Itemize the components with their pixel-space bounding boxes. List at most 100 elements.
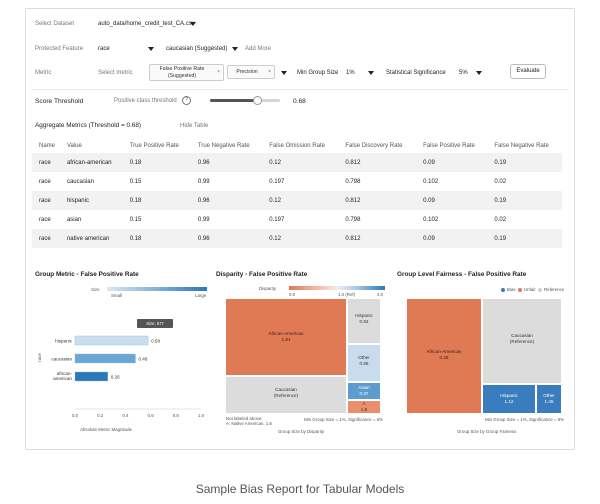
slider-handle[interactable] <box>253 96 263 105</box>
table-cell: 0.96 <box>190 191 263 210</box>
x-tick-label: 0.4 <box>122 413 129 418</box>
metric-label: Metric <box>35 70 52 76</box>
min-group-size-select[interactable]: 1% <box>346 70 355 76</box>
size-legend-min: Small <box>111 293 122 298</box>
table-cell: 0.18 <box>122 153 191 172</box>
significance-select[interactable]: 5% <box>459 70 468 76</box>
cell-label: Other <box>543 393 555 398</box>
fairness-cell-african-american[interactable]: African-American 0.26 <box>407 299 481 413</box>
metric-chip-false-positive-rate[interactable]: False Positive Rate (Suggested) × <box>149 64 224 81</box>
fairness-cell-caucasian[interactable]: Caucasian (Reference) <box>483 299 561 383</box>
chevron-down-icon[interactable] <box>148 47 154 51</box>
x-tick-label: 0.0 <box>72 413 79 418</box>
statistical-significance-label: Statistical Significance <box>386 70 446 76</box>
table-row: race african-american 0.18 0.96 0.12 0.812 0.0… <box>32 153 562 172</box>
close-icon[interactable]: × <box>217 69 220 75</box>
treemap-cell-asian[interactable]: Asian 0.37 <box>348 383 380 399</box>
hide-table-link[interactable]: Hide Table <box>180 123 209 129</box>
cell-value: (Reference) <box>273 393 299 398</box>
x-axis-label: Group Size by Group Fairness <box>457 429 517 434</box>
size-legend-label: Size <box>91 287 100 292</box>
cell-label: Hispanic <box>500 393 518 398</box>
cell-value: 0.85 <box>359 361 369 366</box>
size-legend-gradient <box>107 287 207 291</box>
category-label-part: african- <box>57 371 73 376</box>
cell-value: (Reference) <box>509 339 535 344</box>
chevron-down-icon[interactable] <box>190 22 196 26</box>
table-cell: african-american <box>59 153 123 172</box>
table-cell: 0.102 <box>423 178 439 185</box>
legend-tick: 4.0 <box>377 292 384 297</box>
table-cell: asian <box>66 216 82 223</box>
treemap-cell-hispanic[interactable]: Hispanic 0.92 <box>348 299 380 343</box>
metric-chip-label: False Positive Rate (Suggested) <box>159 66 205 79</box>
table-cell: 0.19 <box>487 229 562 248</box>
treemap-cell-native-american[interactable]: A 1.8 <box>348 401 380 413</box>
reference-group-select[interactable]: caucasian (Suggested) <box>166 46 228 52</box>
add-more-link[interactable]: Add More <box>245 46 272 52</box>
cell-label: Other <box>358 355 370 360</box>
chevron-down-icon[interactable] <box>476 71 482 75</box>
threshold-slider[interactable] <box>210 96 280 105</box>
treemap-cell-caucasian[interactable]: Caucasian (Reference) <box>226 377 346 413</box>
table-cell: race <box>32 191 60 210</box>
table-cell: 0.02 <box>494 216 507 223</box>
fairness-treemap: Bias Unfair Reference African-American 0… <box>397 283 572 434</box>
column-header: True Positive Rate <box>129 142 179 149</box>
info-icon[interactable]: ? <box>182 96 191 105</box>
treemap-cell-other[interactable]: Other 0.85 <box>348 345 380 381</box>
bar[interactable] <box>74 335 149 346</box>
cell-label: African-American <box>426 349 462 354</box>
x-tick-label: 0.6 <box>148 413 155 418</box>
column-header: Value <box>66 142 82 149</box>
bar[interactable] <box>74 353 136 364</box>
x-tick-label: 0.2 <box>97 413 104 418</box>
table-cell: caucasian <box>66 178 94 185</box>
fairness-cell-other[interactable]: Other 1.45 <box>537 385 561 413</box>
table-cell: race <box>39 178 51 185</box>
table-cell: 0.812 <box>338 191 417 210</box>
table-row: race hispanic 0.18 0.96 0.12 0.812 0.09 0.19 <box>32 191 562 210</box>
close-icon[interactable]: × <box>268 69 271 75</box>
table-cell: 0.12 <box>262 229 339 248</box>
column-header: Name <box>39 142 56 149</box>
table-cell: 0.19 <box>487 191 562 210</box>
cell-label: Hispanic <box>355 313 373 318</box>
fairness-legend: Bias Unfair Reference <box>501 287 571 293</box>
size-legend-max: Large <box>195 293 207 298</box>
table-cell: 0.812 <box>338 229 417 248</box>
fairness-cell-hispanic[interactable]: Hispanic 1.12 <box>483 385 535 413</box>
table-cell: 0.197 <box>269 216 285 223</box>
chevron-down-icon[interactable] <box>232 47 238 51</box>
disparity-treemap: Disparity 0.0 1.0 (Ref) 4.0 African-Amer… <box>216 283 391 434</box>
table-cell: 0.812 <box>338 153 417 172</box>
group-metric-chart-title: Group Metric - False Positive Rate <box>35 271 139 278</box>
bar[interactable] <box>74 371 108 382</box>
treemap-cell-african-american[interactable]: African-American 1.91 <box>226 299 346 375</box>
cell-label: A <box>362 401 366 406</box>
table-cell: race <box>32 229 60 248</box>
table-row: race asian 0.15 0.99 0.197 0.798 0.102 0.02 <box>32 210 562 229</box>
chevron-down-icon[interactable] <box>368 71 374 75</box>
metric-select[interactable]: Select metric <box>98 70 133 76</box>
cell-label: Caucasian <box>275 387 297 392</box>
evaluate-button[interactable]: Evaluate <box>510 64 546 79</box>
table-cell: 0.09 <box>416 229 488 248</box>
column-header: True Negative Rate <box>197 142 250 149</box>
protected-feature-select[interactable]: race <box>98 46 110 52</box>
category-label: african-american <box>53 371 72 381</box>
cell-value: 1.45 <box>544 399 554 404</box>
protected-feature-label: Protected Feature <box>35 46 84 52</box>
column-header: False Discovery Rate <box>345 142 403 149</box>
metric-chip-precision[interactable]: Precision × <box>227 65 275 79</box>
table-cell: 0.96 <box>190 153 263 172</box>
bar-value-label: 0.26 <box>111 375 120 380</box>
legend-dot <box>518 288 522 292</box>
table-cell: 0.18 <box>122 191 191 210</box>
chevron-down-icon[interactable] <box>281 71 287 75</box>
table-cell: race <box>39 216 51 223</box>
column-header: False Positive Rate <box>423 142 475 149</box>
legend-dot <box>538 288 542 292</box>
dataset-select[interactable]: auto_data/home_credit_test_CA.csv <box>98 21 195 27</box>
legend-item: Bias <box>507 287 516 292</box>
